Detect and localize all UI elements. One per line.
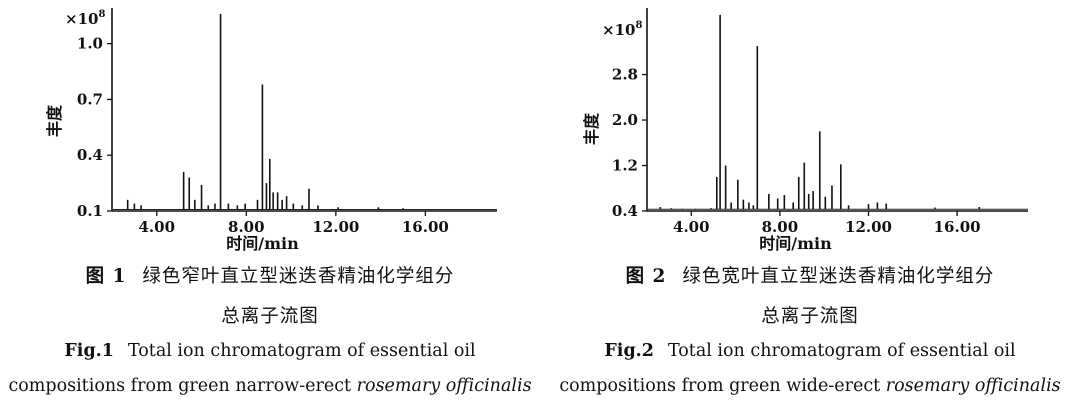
- y-tick-label: 0.4: [612, 202, 638, 220]
- figure-1-title-en-line2: compositions from green narrow-erect ros…: [0, 376, 540, 396]
- y-tick-label: 0.7: [77, 90, 103, 108]
- figure-2-title-cn-line1: 图 2 绿色宽叶直立型迷迭香精油化学组分: [540, 262, 1080, 288]
- y-multiplier: ×108: [602, 20, 642, 39]
- x-tick-label: 4.00: [673, 218, 710, 236]
- figure-1-title-en-line1: Fig.1 Total ion chromatogram of essential…: [0, 341, 540, 361]
- y-axis-label: 丰度: [45, 104, 64, 137]
- figure-1-species: rosemary officinalis: [356, 376, 532, 396]
- figure-1-label-cn: 图 1: [85, 266, 127, 287]
- chart-1: 0.1 0.4 0.7 1.0 4.00 8.00 12.00 16.00 ×108 丰度时间/m…: [45, 8, 497, 253]
- x-tick-label: 16.00: [402, 218, 449, 236]
- x-axis-label: 时间/min: [759, 234, 832, 253]
- y-multiplier: ×108: [65, 9, 105, 28]
- y-tick-label: 2.0: [612, 111, 638, 129]
- y-tick-label: 2.8: [612, 66, 638, 84]
- figure-1-title-en-prefix: compositions from green narrow-erect: [8, 376, 352, 396]
- figure-2-title-en: Total ion chromatogram of essential oil: [667, 341, 1016, 361]
- figure-2-title-cn-line2: 总离子流图: [761, 306, 859, 327]
- x-tick-label: 8.00: [228, 218, 265, 236]
- figure-2-label-cn: 图 2: [625, 266, 667, 287]
- figure-2-label-en: Fig.2: [604, 341, 654, 361]
- figure-1-title-cn: 绿色窄叶直立型迷迭香精油化学组分: [142, 266, 455, 287]
- figure-2-title-en-prefix: compositions from green wide-erect: [559, 376, 881, 396]
- figure-1-title-cn-line1: 图 1 绿色窄叶直立型迷迭香精油化学组分: [0, 262, 540, 288]
- x-tick-label: 8.00: [762, 218, 799, 236]
- y-tick-label: 1.0: [77, 35, 103, 53]
- x-tick-label: 12.00: [845, 218, 892, 236]
- chart-2: 0.4 1.2 2.0 2.8 4.00 8.00 12.00 16.00 ×108 丰度时间/m…: [582, 8, 1028, 253]
- figure-1-title-cn-line2: 总离子流图: [221, 306, 319, 327]
- y-tick-label: 1.2: [612, 157, 638, 175]
- x-tick-label: 16.00: [934, 218, 981, 236]
- x-tick-label: 4.00: [138, 218, 175, 236]
- x-axis-label: 时间/min: [226, 234, 299, 253]
- figure-2-title-en-line2: compositions from green wide-erect rosem…: [540, 376, 1080, 396]
- figure-1-title-en: Total ion chromatogram of essential oil: [127, 341, 476, 361]
- figure-2-title-cn: 绿色宽叶直立型迷迭香精油化学组分: [682, 266, 995, 287]
- figure-1-label-en: Fig.1: [64, 341, 114, 361]
- figure-1: 0.1 0.4 0.7 1.0 4.00 8.00 12.00 16.00 ×108 丰度时间/m…: [0, 8, 540, 396]
- figure-2: 0.4 1.2 2.0 2.8 4.00 8.00 12.00 16.00 ×108 丰度时间/m…: [540, 0, 1080, 411]
- y-tick-label: 0.1: [77, 202, 103, 220]
- figure-2-species: rosemary officinalis: [885, 376, 1061, 396]
- x-tick-label: 12.00: [312, 218, 359, 236]
- figure-2-title-en-line1: Fig.2 Total ion chromatogram of essential…: [540, 341, 1080, 361]
- y-tick-label: 0.4: [77, 146, 103, 164]
- y-axis-label: 丰度: [582, 112, 601, 145]
